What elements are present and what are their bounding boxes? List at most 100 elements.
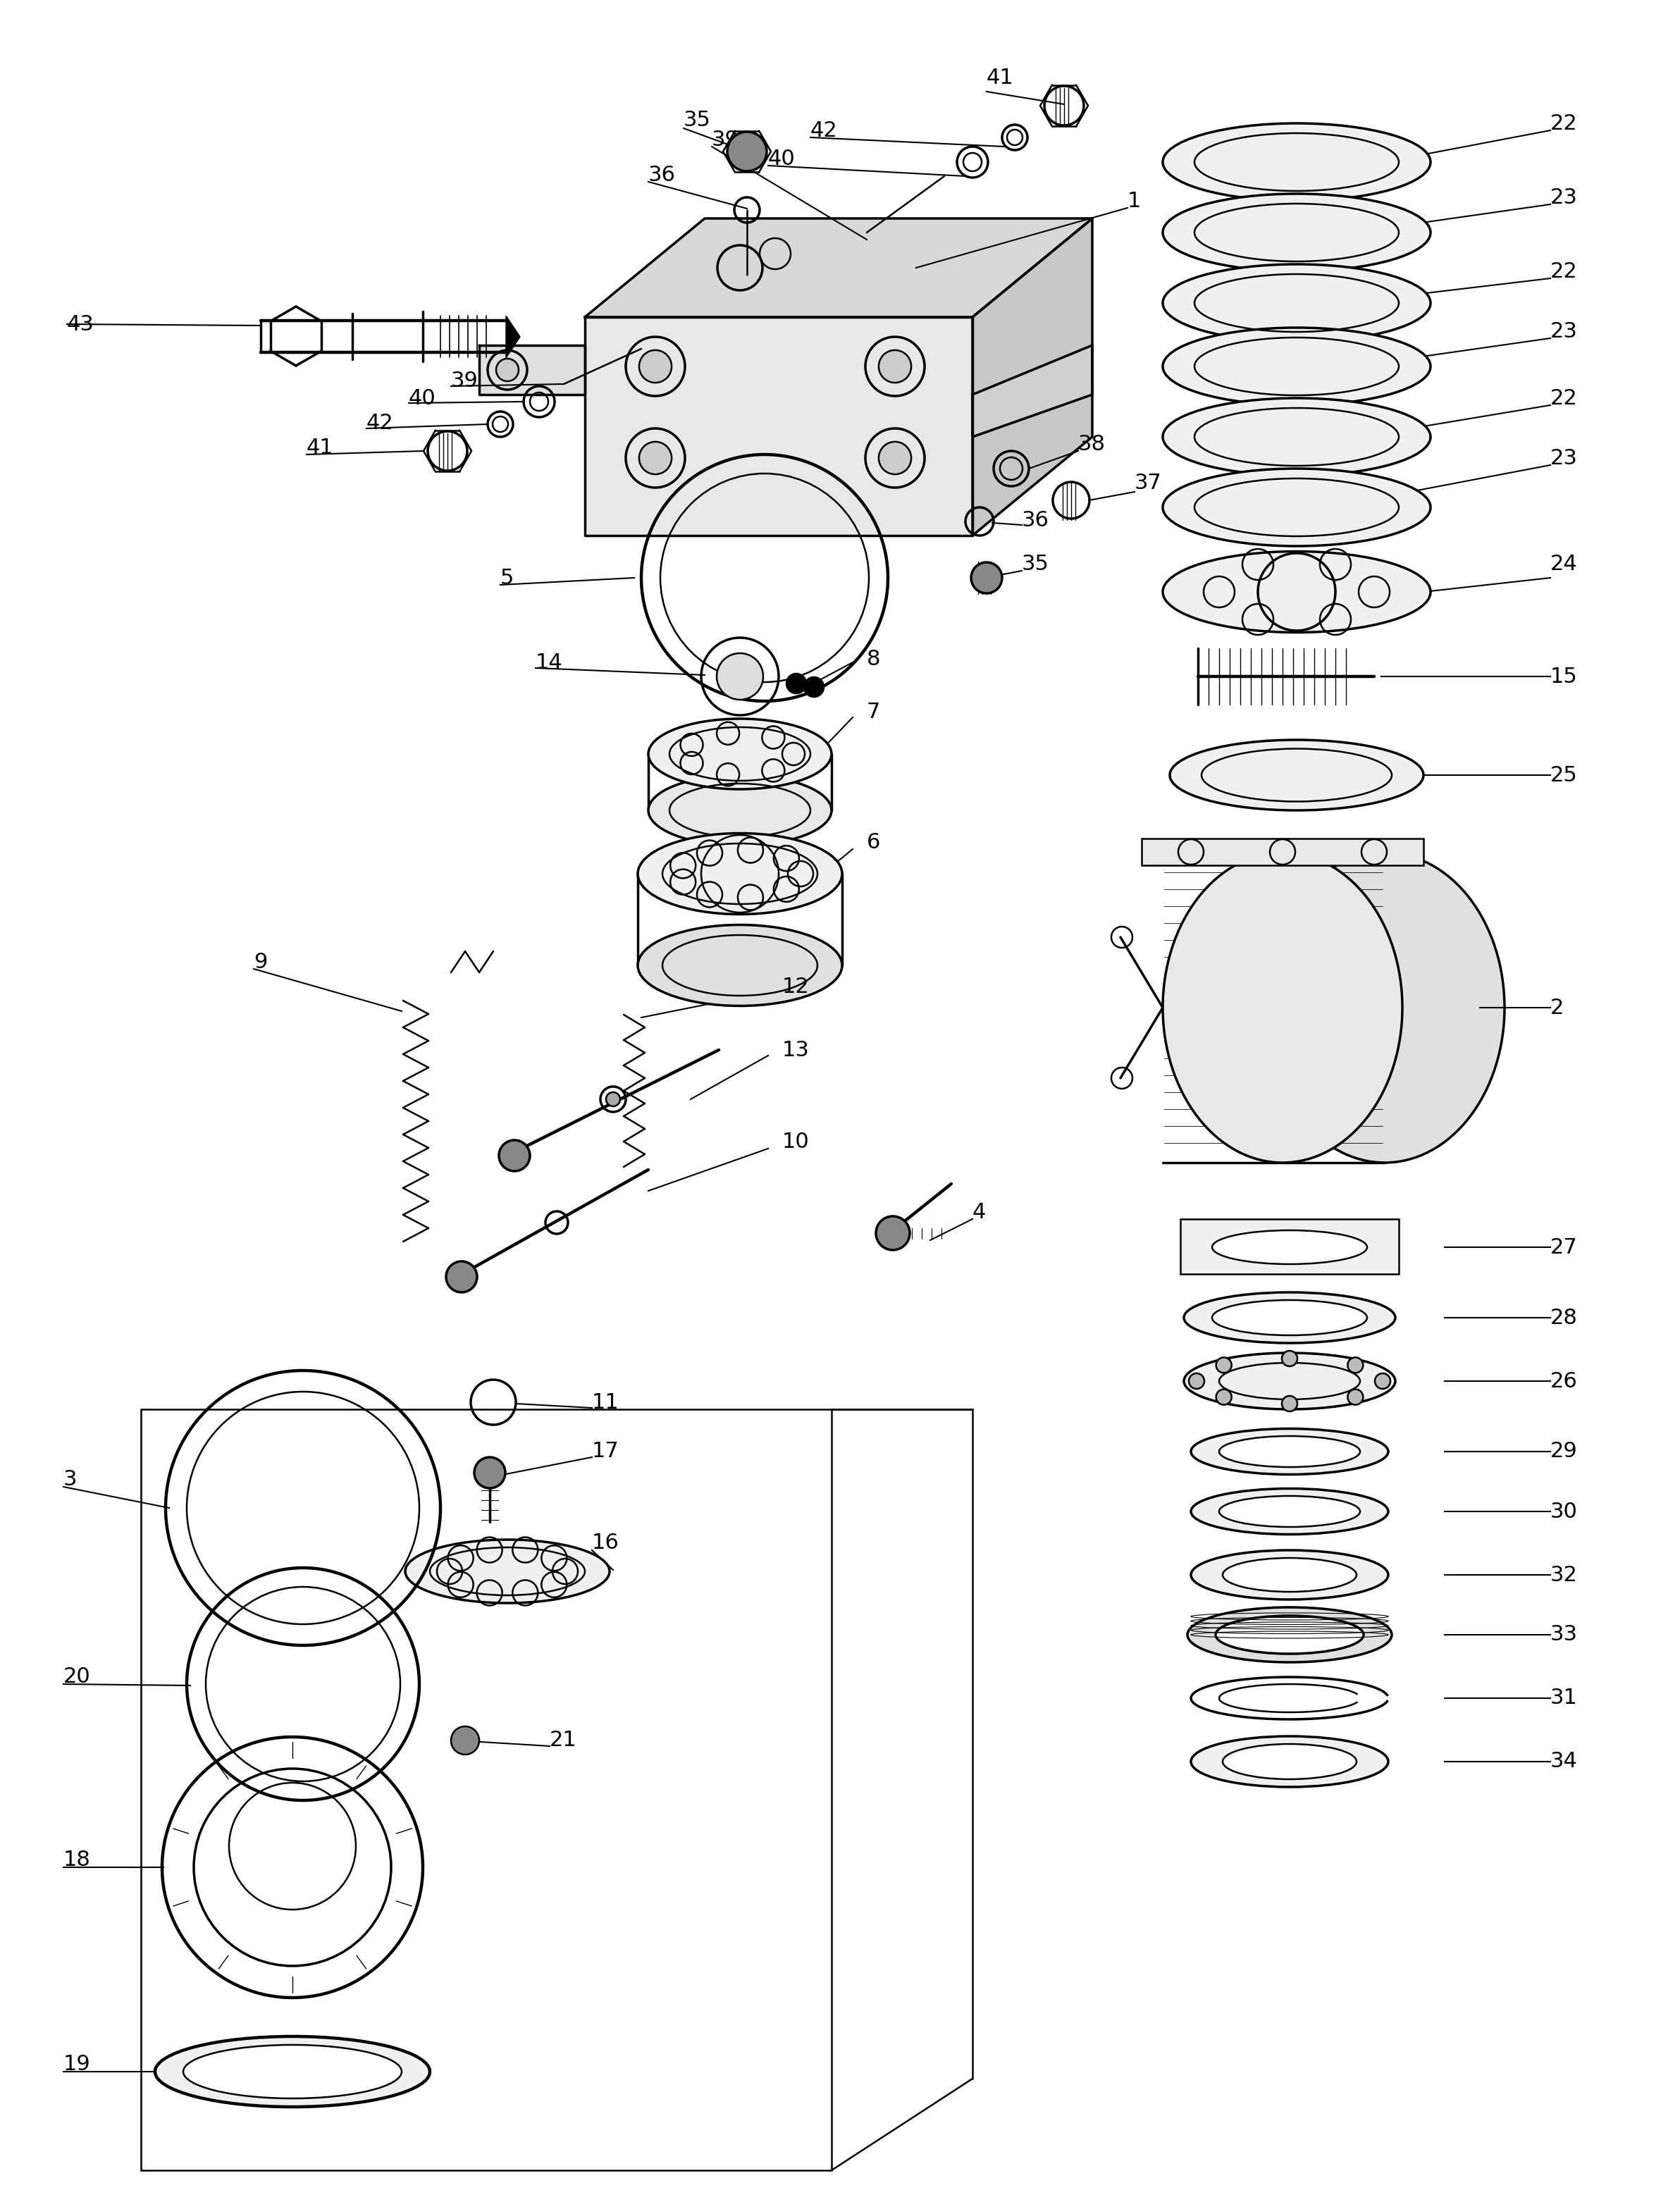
Text: 8: 8 xyxy=(867,650,880,669)
Text: 16: 16 xyxy=(591,1533,620,1552)
Text: 1: 1 xyxy=(1127,192,1141,211)
Text: 30: 30 xyxy=(1551,1502,1578,1522)
Polygon shape xyxy=(973,218,1092,535)
Text: 37: 37 xyxy=(1134,473,1163,493)
Ellipse shape xyxy=(1163,852,1403,1163)
Text: 41: 41 xyxy=(986,68,1015,88)
Text: 23: 23 xyxy=(1551,321,1578,341)
Ellipse shape xyxy=(648,718,832,788)
Text: 41: 41 xyxy=(306,438,334,458)
Text: 24: 24 xyxy=(1551,553,1578,575)
Text: 2: 2 xyxy=(1551,998,1564,1017)
Text: 7: 7 xyxy=(867,702,880,722)
Text: 32: 32 xyxy=(1551,1566,1578,1585)
Text: 31: 31 xyxy=(1551,1689,1578,1709)
Ellipse shape xyxy=(1184,1352,1396,1409)
Text: 23: 23 xyxy=(1551,187,1578,207)
Text: 39: 39 xyxy=(450,370,479,390)
Polygon shape xyxy=(973,346,1092,436)
Text: 39: 39 xyxy=(712,130,739,150)
Polygon shape xyxy=(585,218,1092,317)
Ellipse shape xyxy=(1163,550,1431,632)
Ellipse shape xyxy=(1163,469,1431,546)
Text: 40: 40 xyxy=(768,148,795,170)
Text: 14: 14 xyxy=(536,652,563,672)
Text: 42: 42 xyxy=(810,121,838,141)
Text: 19: 19 xyxy=(64,2054,91,2074)
Circle shape xyxy=(879,350,911,383)
Text: 6: 6 xyxy=(867,832,880,852)
Circle shape xyxy=(1282,1396,1297,1411)
Text: 33: 33 xyxy=(1551,1625,1578,1645)
Polygon shape xyxy=(479,346,585,394)
Ellipse shape xyxy=(1223,1744,1356,1779)
Text: 42: 42 xyxy=(366,412,393,434)
Text: 21: 21 xyxy=(549,1731,576,1751)
Text: 36: 36 xyxy=(1021,511,1050,531)
Circle shape xyxy=(879,443,911,473)
Circle shape xyxy=(1216,1389,1231,1405)
Text: 10: 10 xyxy=(783,1132,810,1152)
Ellipse shape xyxy=(1191,1429,1388,1475)
Text: 43: 43 xyxy=(67,315,94,335)
Text: 22: 22 xyxy=(1551,112,1578,134)
Text: 27: 27 xyxy=(1551,1238,1578,1257)
Text: 18: 18 xyxy=(64,1850,91,1869)
Ellipse shape xyxy=(405,1539,610,1603)
Text: 9: 9 xyxy=(254,951,267,971)
Ellipse shape xyxy=(1191,1550,1388,1599)
Circle shape xyxy=(875,1216,911,1251)
Ellipse shape xyxy=(1191,1735,1388,1788)
Text: 12: 12 xyxy=(783,975,810,998)
Text: 35: 35 xyxy=(684,110,711,130)
FancyBboxPatch shape xyxy=(1181,1220,1399,1275)
Text: 28: 28 xyxy=(1551,1308,1578,1328)
Circle shape xyxy=(1282,1350,1297,1365)
Text: 38: 38 xyxy=(1079,434,1105,454)
Text: 3: 3 xyxy=(64,1469,77,1491)
Text: 4: 4 xyxy=(973,1202,986,1222)
Text: 15: 15 xyxy=(1551,667,1578,687)
Ellipse shape xyxy=(183,2046,402,2099)
Text: 25: 25 xyxy=(1551,764,1578,786)
Circle shape xyxy=(1347,1356,1362,1372)
Text: 36: 36 xyxy=(648,165,675,185)
Circle shape xyxy=(1347,1389,1362,1405)
Circle shape xyxy=(805,678,823,696)
Text: 5: 5 xyxy=(501,568,514,588)
Circle shape xyxy=(606,1092,620,1105)
Circle shape xyxy=(1189,1374,1205,1389)
Circle shape xyxy=(727,132,766,172)
Ellipse shape xyxy=(1223,1559,1356,1592)
FancyBboxPatch shape xyxy=(1142,839,1423,865)
Ellipse shape xyxy=(1163,328,1431,405)
Text: 40: 40 xyxy=(408,388,437,407)
Circle shape xyxy=(474,1458,506,1489)
Ellipse shape xyxy=(1184,1293,1396,1343)
Circle shape xyxy=(717,654,763,700)
Ellipse shape xyxy=(1211,1231,1368,1264)
Text: 17: 17 xyxy=(591,1442,620,1462)
Ellipse shape xyxy=(1220,1495,1361,1526)
Ellipse shape xyxy=(1163,264,1431,341)
Circle shape xyxy=(971,562,1001,592)
Ellipse shape xyxy=(1169,740,1423,810)
Circle shape xyxy=(499,1141,529,1171)
Text: 22: 22 xyxy=(1551,388,1578,407)
Ellipse shape xyxy=(1163,123,1431,200)
Circle shape xyxy=(1374,1374,1391,1389)
Text: 29: 29 xyxy=(1551,1442,1578,1462)
Circle shape xyxy=(638,443,672,473)
Ellipse shape xyxy=(638,832,842,914)
Ellipse shape xyxy=(1163,194,1431,271)
Ellipse shape xyxy=(1191,1489,1388,1535)
Text: 13: 13 xyxy=(783,1039,810,1059)
Ellipse shape xyxy=(1211,1299,1368,1334)
Circle shape xyxy=(450,1726,479,1755)
Ellipse shape xyxy=(1184,1224,1396,1271)
Text: 34: 34 xyxy=(1551,1751,1578,1773)
Ellipse shape xyxy=(155,2037,430,2107)
Text: 26: 26 xyxy=(1551,1372,1578,1392)
Text: 20: 20 xyxy=(64,1667,91,1687)
Circle shape xyxy=(496,359,519,381)
